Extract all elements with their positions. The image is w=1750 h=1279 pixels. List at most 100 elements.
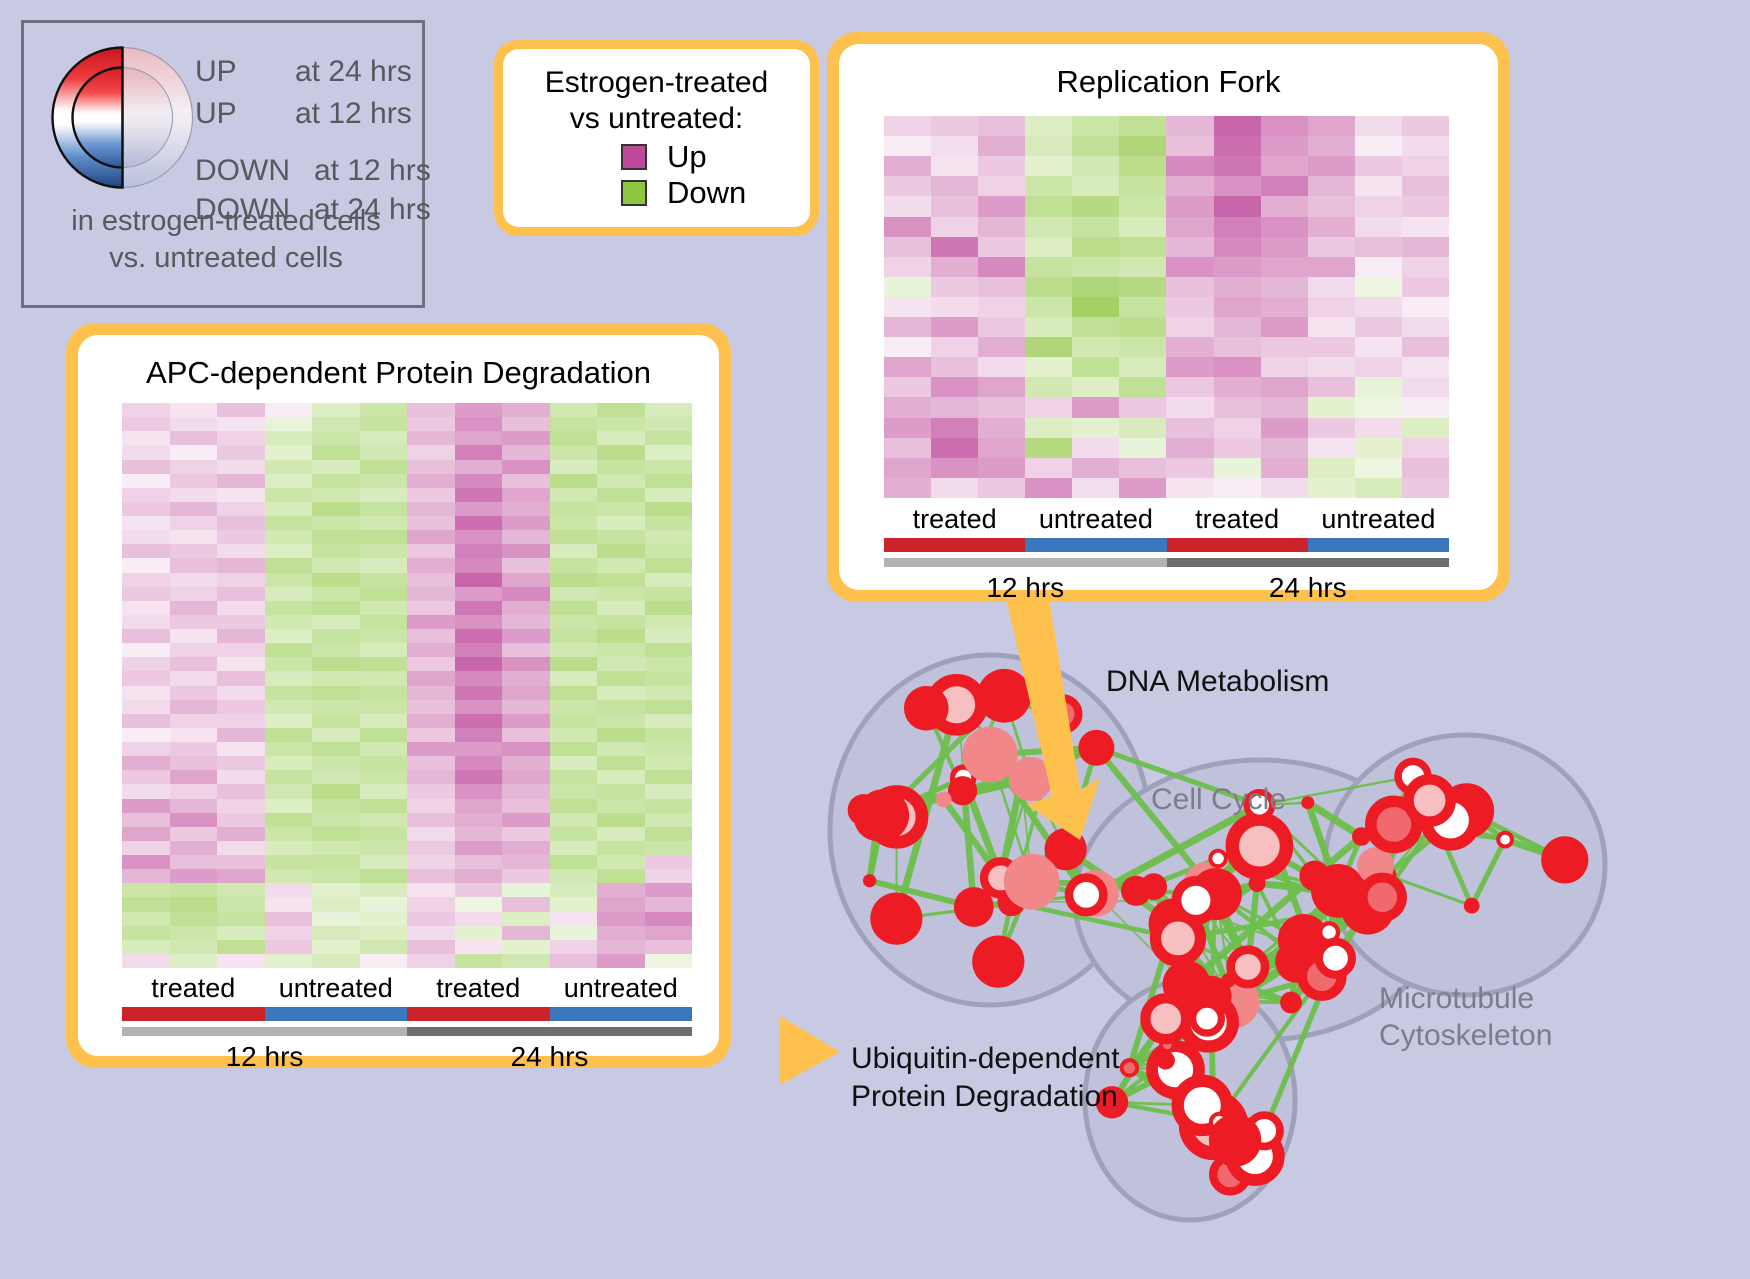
heatmap-cell — [884, 196, 932, 217]
heatmap-cell — [597, 784, 645, 799]
network-node[interactable] — [1301, 796, 1315, 810]
heatmap-cell — [1119, 176, 1167, 197]
heatmap-cell — [454, 925, 502, 940]
heatmap-cell — [122, 643, 170, 658]
network-node[interactable] — [948, 776, 978, 806]
heatmap-cell — [1072, 176, 1120, 197]
heatmap-cell — [169, 770, 217, 785]
network-node[interactable] — [904, 686, 949, 731]
heatmap-cell — [454, 445, 502, 460]
heatmap-cell — [597, 671, 645, 686]
heatmap-cell — [1213, 397, 1261, 418]
network-node[interactable] — [1119, 1058, 1140, 1078]
network-node[interactable] — [1078, 729, 1115, 766]
heatmap-cell — [931, 116, 979, 137]
heatmap-cell — [549, 855, 597, 870]
network-node[interactable] — [1357, 872, 1407, 922]
network-node[interactable] — [1225, 812, 1294, 880]
heatmap-cell — [1213, 437, 1261, 458]
network-node[interactable] — [1171, 876, 1221, 925]
heatmap-cell — [1213, 156, 1261, 177]
network-node[interactable] — [1280, 991, 1302, 1014]
network-node[interactable] — [962, 726, 1018, 783]
heatmap-cell — [169, 784, 217, 799]
heatmap-cell — [454, 897, 502, 912]
heatmap-cell — [359, 586, 407, 601]
heatmap-cell — [502, 516, 550, 531]
network-node[interactable] — [1008, 757, 1053, 802]
heatmap-cell — [122, 459, 170, 474]
heatmap-cell — [359, 445, 407, 460]
network-node[interactable] — [977, 668, 1032, 723]
heatmap-cell — [217, 445, 265, 460]
heatmap-cell — [359, 756, 407, 771]
network-node[interactable] — [1352, 827, 1371, 846]
heatmap-cell — [1025, 276, 1073, 297]
network-node[interactable] — [972, 935, 1025, 988]
network-node[interactable] — [1314, 937, 1357, 979]
heatmap-cell — [597, 883, 645, 898]
heatmap-cell — [264, 487, 312, 502]
heatmap-cell — [122, 544, 170, 559]
heatmap-cell — [122, 713, 170, 728]
heatmap-cell — [217, 826, 265, 841]
heatmap-cell — [122, 897, 170, 912]
heatmap-cell — [1307, 196, 1355, 217]
heatmap-cell — [264, 671, 312, 686]
network-node[interactable] — [1140, 993, 1192, 1045]
heatmap-cell — [169, 840, 217, 855]
heatmap-cell — [1260, 457, 1308, 478]
network-node[interactable] — [1248, 875, 1266, 892]
network-node[interactable] — [1208, 848, 1228, 869]
network-node[interactable] — [1299, 860, 1330, 891]
heatmap-cell — [407, 685, 455, 700]
heatmap-cell — [1307, 457, 1355, 478]
network-node[interactable] — [1003, 853, 1060, 910]
heatmap-cell — [312, 727, 360, 742]
network-node[interactable] — [1403, 774, 1456, 827]
heatmap-cell — [217, 713, 265, 728]
network-node[interactable] — [856, 789, 910, 842]
heatmap-cell — [1401, 196, 1449, 217]
heatmap-cell — [549, 614, 597, 629]
heatmap-cell — [1166, 116, 1214, 137]
network-node[interactable] — [935, 791, 952, 808]
heatmap-cell — [312, 530, 360, 545]
heatmap-cell — [407, 897, 455, 912]
network-node[interactable] — [1064, 873, 1108, 917]
network-node[interactable] — [1365, 795, 1423, 854]
network-node[interactable] — [863, 874, 877, 888]
network-node[interactable] — [870, 892, 923, 945]
network-node[interactable] — [1243, 788, 1276, 821]
network-node[interactable] — [1208, 1114, 1262, 1167]
heatmap-cell — [169, 473, 217, 488]
heatmap-cell — [122, 727, 170, 742]
colorwheel-time-0: at 24 hrs — [295, 55, 412, 88]
heatmap-cell — [407, 473, 455, 488]
heatmap-cell — [454, 572, 502, 587]
heatmap-cell — [549, 713, 597, 728]
network-node[interactable] — [1156, 1051, 1175, 1070]
heatmap-cell — [597, 925, 645, 940]
heatmap-cell — [264, 431, 312, 446]
heatmap-cell — [122, 614, 170, 629]
network-node[interactable] — [1121, 875, 1152, 906]
network-edge — [1095, 745, 1261, 808]
network-node[interactable] — [953, 887, 994, 927]
heatmap-cell — [644, 403, 692, 418]
network-node[interactable] — [1541, 836, 1589, 884]
network-node[interactable] — [1044, 828, 1087, 871]
heatmap-cell — [312, 516, 360, 531]
network-node[interactable] — [1189, 1000, 1226, 1037]
heatmap-cell — [454, 742, 502, 757]
network-node[interactable] — [1095, 1086, 1129, 1119]
heatmap-cell — [359, 614, 407, 629]
network-node[interactable] — [1226, 945, 1270, 989]
heatmap-cell — [169, 953, 217, 968]
network-node[interactable] — [1463, 897, 1480, 914]
heatmap-cell — [1166, 377, 1214, 398]
heatmap-cell — [312, 939, 360, 954]
heatmap-cell — [644, 727, 692, 742]
network-node[interactable] — [1496, 830, 1514, 849]
